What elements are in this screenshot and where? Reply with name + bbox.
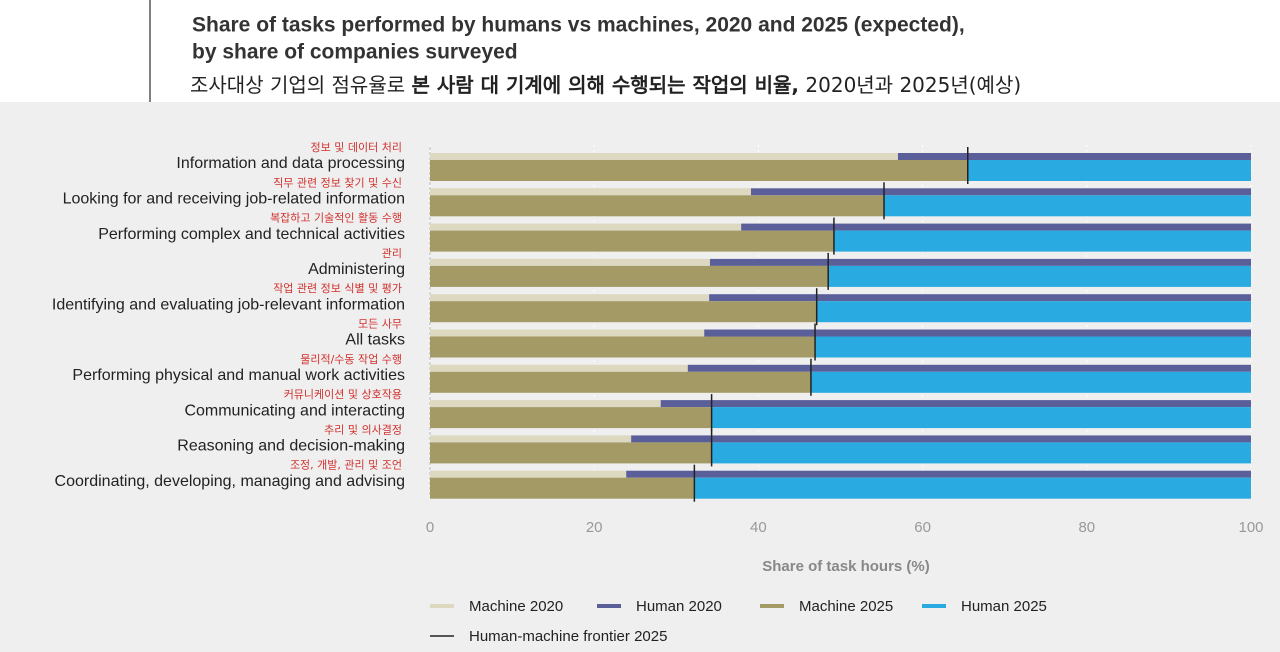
bar bbox=[660, 400, 1251, 408]
legend-label: Human 2020 bbox=[636, 598, 722, 615]
bar bbox=[430, 435, 632, 443]
bar bbox=[430, 407, 712, 429]
legend-label: Human 2025 bbox=[961, 598, 1047, 615]
category-label: Information and data processing bbox=[176, 155, 405, 172]
bar bbox=[741, 223, 1251, 231]
bar bbox=[430, 400, 661, 408]
category-label: Reasoning and decision-making bbox=[177, 438, 405, 455]
legend-label: Machine 2020 bbox=[469, 598, 563, 615]
bar bbox=[626, 470, 1251, 478]
category-label: All tasks bbox=[345, 332, 405, 349]
category-label-ko: 정보 및 데이터 처리 bbox=[311, 141, 402, 154]
bar bbox=[711, 407, 1251, 429]
bar bbox=[897, 153, 1251, 160]
bar bbox=[704, 329, 1251, 337]
bar bbox=[430, 336, 816, 358]
legend-label: Machine 2025 bbox=[799, 598, 893, 615]
category-label: Coordinating, developing, managing and a… bbox=[55, 473, 405, 490]
bar bbox=[828, 265, 1251, 287]
legend-label: Human-machine frontier 2025 bbox=[469, 628, 667, 645]
category-label-ko: 추리 및 의사결정 bbox=[324, 423, 402, 436]
category-label-ko: 작업 관련 정보 식별 및 평가 bbox=[273, 282, 402, 295]
bar bbox=[430, 223, 742, 231]
bar bbox=[430, 188, 752, 196]
x-tick-label: 20 bbox=[586, 519, 603, 536]
bar bbox=[751, 188, 1251, 196]
category-label: Identifying and evaluating job-relevant … bbox=[52, 296, 405, 313]
bar bbox=[709, 294, 1251, 302]
category-label-ko: 모든 사무 bbox=[358, 318, 402, 331]
category-label: Administering bbox=[308, 261, 405, 278]
title-part: 본 사람 대 기계에 의해 수행되는 작업의 비율, bbox=[411, 73, 799, 97]
category-label: Looking for and receiving job-related in… bbox=[63, 191, 405, 208]
x-tick-label: 60 bbox=[914, 519, 931, 536]
x-tick-label: 40 bbox=[750, 519, 767, 536]
bar bbox=[709, 258, 1251, 266]
bar bbox=[430, 364, 688, 372]
bar bbox=[884, 195, 1251, 217]
bar bbox=[430, 258, 710, 266]
x-axis-label: Share of task hours (%) bbox=[762, 558, 930, 575]
bar bbox=[430, 153, 898, 160]
category-label-ko: 관리 bbox=[382, 247, 402, 260]
bar bbox=[430, 294, 710, 302]
bar bbox=[430, 195, 885, 217]
category-label-ko: 복잡하고 기술적인 활동 수행 bbox=[270, 211, 402, 225]
bar bbox=[430, 477, 695, 499]
x-tick-label: 80 bbox=[1078, 519, 1095, 536]
bar bbox=[810, 371, 1251, 393]
x-tick-label: 100 bbox=[1238, 519, 1263, 536]
bar bbox=[687, 364, 1251, 372]
bar bbox=[815, 336, 1251, 358]
bar bbox=[430, 329, 705, 337]
category-label-ko: 직무 관련 정보 찾기 및 수신 bbox=[273, 176, 402, 189]
bar bbox=[430, 160, 968, 181]
bar bbox=[430, 470, 627, 478]
chart-title-ko: 조사대상 기업의 점유율로 본 사람 대 기계에 의해 수행되는 작업의 비율,… bbox=[190, 73, 1021, 97]
bar bbox=[430, 442, 712, 464]
title-part: 2020년과 2025년(예상) bbox=[799, 73, 1021, 97]
bar bbox=[631, 435, 1251, 443]
category-label-ko: 조정, 개발, 관리 및 조언 bbox=[290, 459, 402, 472]
chart-title: Share of tasks performed by humans vs ma… bbox=[192, 14, 965, 37]
bar bbox=[833, 230, 1251, 252]
bar bbox=[967, 160, 1251, 181]
bar bbox=[430, 301, 817, 323]
bar bbox=[816, 301, 1251, 323]
x-tick-label: 0 bbox=[426, 519, 434, 536]
bar bbox=[430, 371, 811, 393]
category-label-ko: 커뮤니케이션 및 상호작용 bbox=[284, 388, 402, 401]
chart-title: by share of companies surveyed bbox=[192, 41, 518, 64]
bar bbox=[430, 265, 829, 287]
category-label-ko: 물리적/수동 작업 수행 bbox=[300, 353, 402, 366]
bar bbox=[430, 230, 834, 252]
bar bbox=[711, 442, 1251, 464]
category-label: Communicating and interacting bbox=[184, 402, 405, 419]
title-part: 조사대상 기업의 점유율로 bbox=[190, 73, 411, 97]
category-label: Performing physical and manual work acti… bbox=[72, 367, 405, 384]
bar bbox=[694, 477, 1251, 499]
category-label: Performing complex and technical activit… bbox=[98, 226, 405, 243]
